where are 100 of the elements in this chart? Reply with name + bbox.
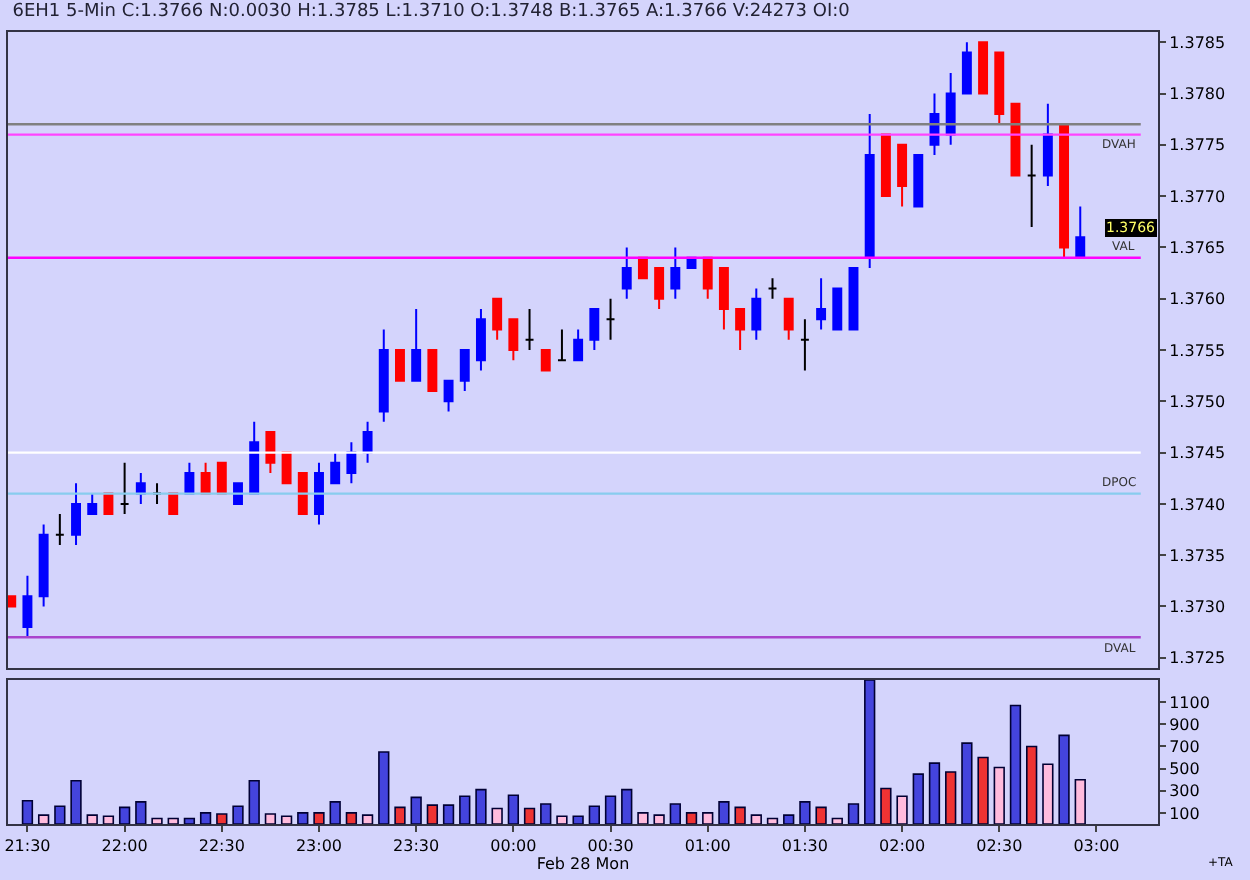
bar <box>993 766 1005 824</box>
x-tick-label: 02:30 <box>976 837 1023 856</box>
candlestick <box>718 266 729 331</box>
bar <box>847 803 860 824</box>
y-tick-label: 1.3780 <box>1169 85 1226 104</box>
y-tick-label: 1.3745 <box>1169 444 1226 463</box>
candlestick <box>411 307 422 382</box>
candlestick <box>702 256 713 300</box>
bar <box>183 817 196 824</box>
x-tick-label: 22:30 <box>198 837 245 856</box>
bar <box>734 806 746 824</box>
y-tick-label: 1.3740 <box>1169 495 1226 514</box>
x-tick-label: 00:30 <box>587 837 634 856</box>
candlestick <box>281 451 292 485</box>
candlestick <box>670 246 681 300</box>
bar <box>945 771 957 824</box>
candlestick <box>475 307 486 372</box>
bar <box>135 801 147 824</box>
bar <box>961 742 973 824</box>
candlestick <box>961 41 972 95</box>
candlestick <box>216 461 227 495</box>
x-tick-label: 00:00 <box>490 837 537 856</box>
chart-title: 6EH1 5-Min C:1.3766 N:0.0030 H:1.3785 L:1.3710 O:1.3748 B:1.3765 A:1.3766 V:24273 OI:0 <box>12 1 851 22</box>
bar <box>815 806 827 824</box>
y-tick-label: 1.3725 <box>1169 649 1226 668</box>
bar <box>167 817 179 824</box>
bar <box>669 803 681 824</box>
candlestick <box>71 482 81 546</box>
candlestick <box>87 492 98 516</box>
candlestick <box>540 349 551 372</box>
x-tick-label: 01:00 <box>684 837 731 856</box>
bar <box>1026 745 1038 824</box>
bar <box>329 801 341 824</box>
candlestick <box>799 318 810 372</box>
bar <box>864 680 876 824</box>
bar <box>21 799 34 824</box>
candlestick <box>459 349 470 393</box>
bar <box>1058 734 1070 824</box>
bar <box>977 756 989 824</box>
y-tick-label: 1.3775 <box>1169 136 1226 155</box>
candlestick <box>265 431 276 475</box>
bar <box>491 807 503 824</box>
y-tick-label: 1.3750 <box>1169 392 1226 411</box>
bar <box>523 807 536 824</box>
candlestick <box>8 595 17 608</box>
candlestick <box>978 41 989 95</box>
candlestick <box>654 266 665 310</box>
bar <box>637 812 649 824</box>
candlestick <box>38 523 49 608</box>
bar <box>297 812 309 824</box>
candlestick <box>1059 123 1070 259</box>
candlestick <box>54 513 65 546</box>
candlestick <box>330 451 341 485</box>
y-tick-label: 900 <box>1169 715 1200 734</box>
bar <box>410 796 422 824</box>
bar <box>54 805 66 824</box>
bar <box>621 788 633 824</box>
candlestick <box>556 328 567 362</box>
x-axis-title: Feb 28 Mon <box>536 855 630 874</box>
candlestick <box>816 277 827 331</box>
x-tick-label: 23:30 <box>393 837 440 856</box>
candlestick <box>864 113 875 269</box>
bar <box>264 813 277 824</box>
candlestick <box>508 318 519 362</box>
bar <box>280 815 293 824</box>
candlestick <box>443 379 454 413</box>
bar <box>70 780 82 824</box>
bar <box>588 805 600 824</box>
bar <box>912 773 924 824</box>
x-tick-label: 22:00 <box>101 837 148 856</box>
candlestick <box>1042 102 1053 187</box>
candlestick <box>832 287 843 331</box>
y-tick-label: 1100 <box>1169 693 1210 712</box>
candlestick <box>767 277 778 300</box>
candlestick <box>1026 143 1037 228</box>
y-tick-label: 1.3730 <box>1169 598 1226 617</box>
x-tick-label: 02:00 <box>879 837 926 856</box>
candlestick <box>524 307 535 351</box>
candlestick <box>427 349 438 393</box>
candlestick <box>621 246 632 300</box>
candlestick <box>297 472 308 516</box>
candlestick <box>605 297 616 341</box>
bar <box>118 806 131 824</box>
bar <box>831 817 843 824</box>
bar <box>750 814 762 824</box>
bar <box>880 787 892 824</box>
candlestick <box>346 441 357 485</box>
bar <box>540 803 552 824</box>
bar <box>653 814 665 824</box>
bar <box>378 751 390 824</box>
candlestick <box>22 574 33 639</box>
x-tick-label: 03:00 <box>1073 837 1120 856</box>
bar <box>86 814 98 824</box>
candlestick <box>314 461 324 526</box>
bar <box>556 815 568 824</box>
bar <box>313 812 325 824</box>
candlestick <box>200 461 211 495</box>
candlestick <box>783 297 794 341</box>
bar <box>232 805 244 824</box>
bar <box>459 795 471 824</box>
